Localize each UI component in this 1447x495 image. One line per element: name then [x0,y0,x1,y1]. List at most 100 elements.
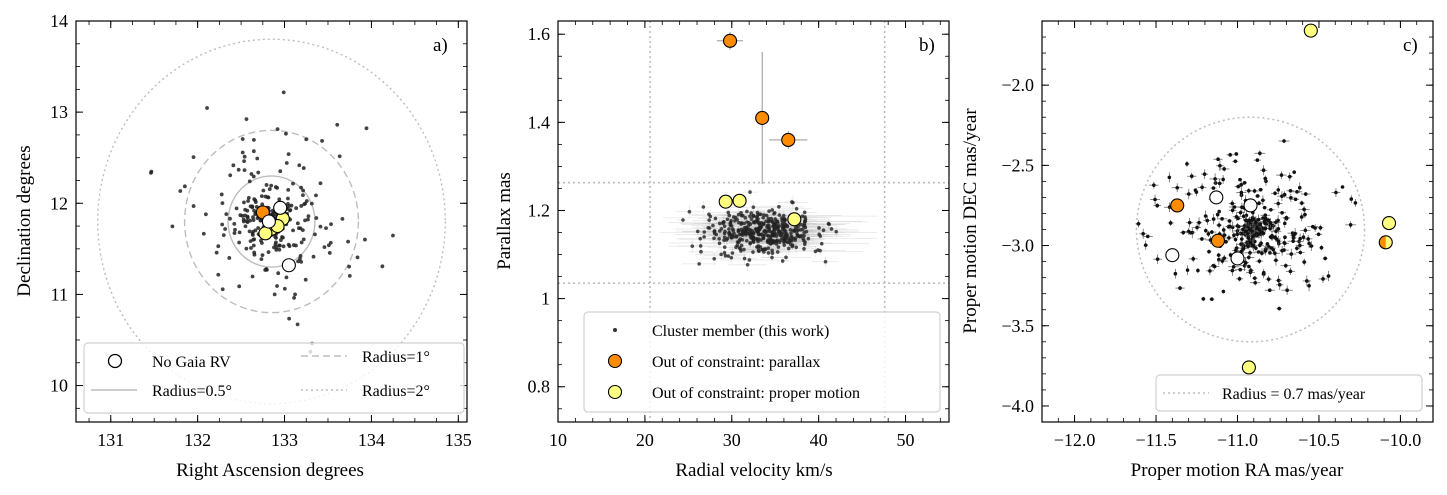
cluster-member-point [1207,249,1211,254]
cluster-member-point [203,212,208,217]
cluster-member-point [294,206,299,211]
cluster-member-point [1191,257,1196,261]
cluster-member-point [1257,201,1261,206]
cluster-member-point [768,240,773,244]
cluster-member-point [1221,228,1226,232]
cluster-member-point [749,217,754,221]
cluster-member-point [777,213,782,217]
cluster-member-point [293,292,297,297]
cluster-member-point [1238,210,1243,215]
cluster-member-point [712,256,717,261]
cluster-member-point [266,250,271,255]
x-tick-label: 132 [184,430,211,450]
y-tick-label: −4.0 [1001,396,1034,416]
cluster-member-point [273,242,278,247]
cluster-member-point [322,245,327,250]
panel-a-frame [75,20,468,423]
pm-radius-circle [1135,116,1366,343]
cluster-member-point [801,227,805,232]
cluster-member-point [1231,265,1236,269]
cluster-member-point [1268,224,1272,228]
cluster-member-point [782,225,787,229]
cluster-member-point [770,219,774,223]
cluster-member-point [281,90,286,95]
legend-radius-07-label: Radius = 0.7 mas/year [1222,386,1366,403]
cluster-member-point [1323,256,1327,261]
cluster-member-point [1255,194,1260,198]
cluster-member-point [1244,229,1248,233]
cluster-member-point [1340,185,1345,189]
cluster-member-point [690,244,695,248]
panel-b-ylabel: Parallax mas [494,172,515,270]
cluster-member-point [1244,261,1248,265]
cluster-member-point [779,232,784,237]
cluster-member-point [786,246,791,251]
cluster-member-point [1173,271,1178,276]
cluster-member-point [249,246,253,250]
cluster-member-point [298,254,303,258]
cluster-member-point [281,244,286,249]
cluster-member-point [1201,297,1206,301]
cluster-member-point [294,243,298,248]
cluster-member-point [1273,191,1277,196]
cluster-member-point [768,236,772,241]
cluster-member-point [1220,259,1225,263]
cluster-member-point [242,168,247,173]
cluster-member-point [1276,239,1281,243]
cluster-member-point [234,206,239,211]
cluster-member-point [191,204,196,208]
y-tick-label: 1.2 [528,200,551,220]
pm-highlight-point [1209,190,1224,205]
cluster-member-point [252,250,257,255]
cluster-member-point [1246,236,1250,240]
cluster-member-point [776,245,781,249]
cluster-member-point [1282,139,1286,143]
cluster-member-point [826,221,831,226]
cluster-member-point [803,225,808,230]
pm-highlight-point [1230,251,1245,266]
cluster-member-point [748,190,752,194]
y-tick-label: 11 [51,284,68,304]
cluster-member-point [301,188,306,193]
pm-highlight-point [1241,360,1256,375]
cluster-member-point [739,211,743,215]
cluster-member-point [243,224,248,229]
cluster-member-point [247,229,252,234]
outlier-point [718,194,733,209]
cluster-member-point [259,194,264,199]
cluster-member-point [1203,228,1208,233]
cluster-member-point [1254,246,1258,250]
cluster-member-point [1141,232,1145,236]
cluster-member-point [1276,227,1281,231]
panel-c-frame [1041,20,1434,423]
cluster-member-point [244,117,249,122]
cluster-member-point [1238,177,1242,182]
cluster-member-point [1248,241,1253,245]
cluster-member-point [251,174,256,179]
cluster-member-point [702,235,706,239]
cluster-member-point [1318,225,1323,230]
outlier-point [787,212,802,227]
cluster-member-point [240,150,245,155]
cluster-member-point [785,240,790,245]
cluster-member-point [1274,258,1278,263]
panel-c-legend: Radius = 0.7 mas/year [1155,374,1423,412]
cluster-member-point [249,172,254,176]
cluster-member-point [220,201,225,206]
cluster-member-point [772,210,777,215]
cluster-member-point [247,179,252,184]
cluster-member-point [259,238,263,243]
cluster-member-point [762,229,766,234]
cluster-member-point [1227,236,1231,240]
x-tick-label: 10 [549,430,567,450]
cluster-member-point [1300,201,1304,205]
cluster-member-point [1241,214,1246,219]
cluster-member-point [291,228,295,233]
cluster-member-point [1249,268,1253,273]
legend-no-gaia-rv-label: No Gaia RV [152,354,231,371]
cluster-member-point [250,274,255,279]
cluster-member-point [793,236,798,240]
cluster-member-point [1228,153,1232,157]
cluster-member-point [1251,244,1256,248]
cluster-member-point [729,224,734,228]
